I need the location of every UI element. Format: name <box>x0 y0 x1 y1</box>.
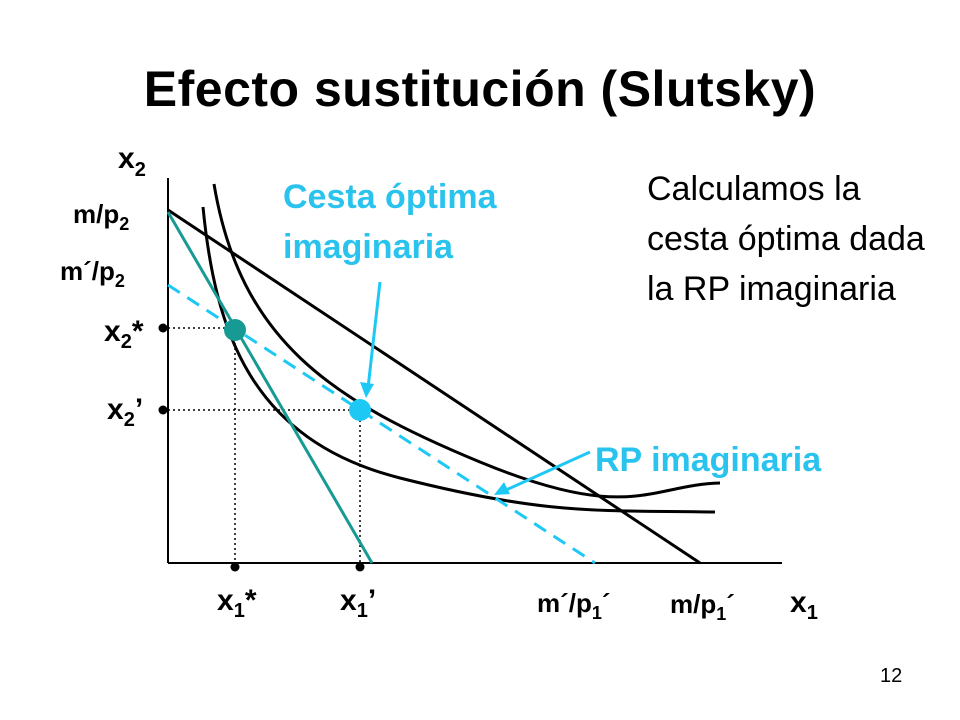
label-x2-star: x2* <box>104 315 144 353</box>
indifference-curve-high <box>212 183 721 499</box>
label-m2-p1: m´/p1´ <box>537 588 611 623</box>
label-x2-prime: x2’ <box>107 393 143 431</box>
tick-dot-x2-prime <box>158 405 168 415</box>
arrow-rp <box>505 450 591 492</box>
label-m-p2: m/p2 <box>73 199 129 234</box>
label-cesta-line2: imaginaria <box>283 228 454 266</box>
label-x-axis: x1 <box>790 586 818 624</box>
note-text: Calculamos la cesta óptima dada la RP im… <box>647 170 925 308</box>
tick-dot-x1-prime <box>355 562 365 572</box>
label-m-p1: m/p1´ <box>670 589 735 624</box>
slide-title: Efecto sustitución (Slutsky) <box>143 61 817 117</box>
arrow-rp-head <box>494 482 510 495</box>
budget-line-new <box>167 208 701 565</box>
arrow-cesta <box>366 281 382 389</box>
budget-line-imaginary <box>167 283 596 565</box>
label-x1-star: x1* <box>217 584 257 622</box>
arrow-cesta-head <box>360 382 374 398</box>
page-number: 12 <box>880 665 903 687</box>
label-rp-imaginaria: RP imaginaria <box>595 441 822 479</box>
optimal-point-imaginary <box>349 399 371 421</box>
label-x1-prime: x1’ <box>340 584 376 622</box>
label-m2-p2: m´/p2 <box>60 256 125 291</box>
tick-dot-x2-star <box>158 323 168 333</box>
label-cesta-line1: Cesta óptima <box>283 178 498 216</box>
optimal-point-original <box>224 319 246 341</box>
budget-line-original <box>166 211 374 564</box>
indifference-curve-low <box>201 206 716 514</box>
tick-dot-x1-star <box>230 562 240 572</box>
label-y-axis: x2 <box>118 142 146 181</box>
